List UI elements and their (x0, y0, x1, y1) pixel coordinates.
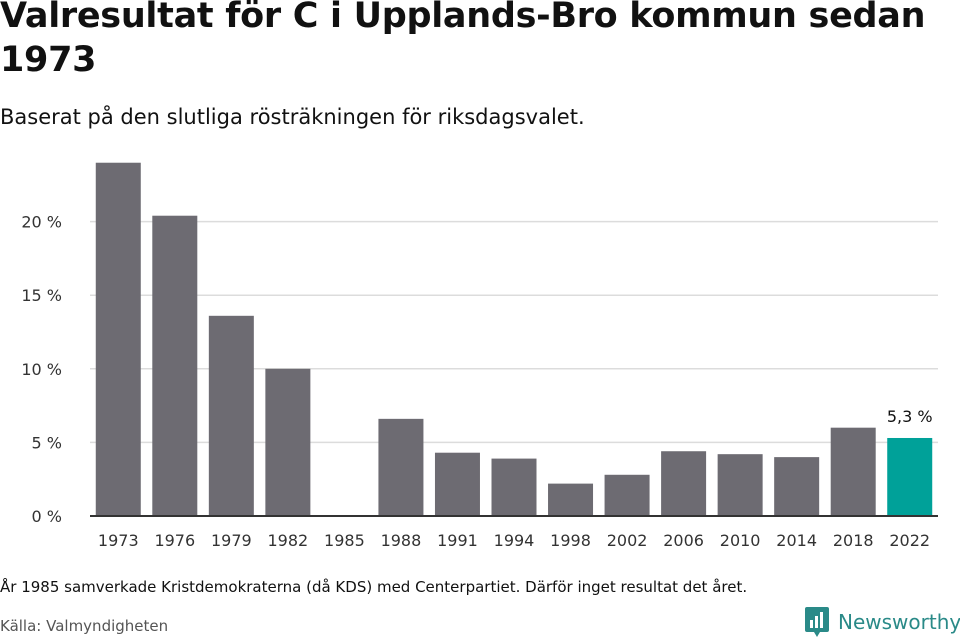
bar (152, 215, 198, 516)
bar (434, 452, 480, 516)
x-tick-label: 1973 (98, 531, 139, 550)
bar-chart: 0 % 5 % 10 % 15 % 20 % 1973 1976 1979 1982 1985 19… (21, 162, 938, 550)
y-tick-label: 20 % (21, 213, 62, 232)
y-tick-label: 0 % (32, 507, 62, 526)
bar (887, 437, 933, 516)
bar (95, 162, 141, 516)
x-tick-label: 1994 (494, 531, 535, 550)
x-tick-label: 2002 (607, 531, 648, 550)
x-tick-label: 1988 (381, 531, 422, 550)
bar (661, 451, 707, 516)
bar (717, 454, 763, 516)
bar (208, 315, 254, 516)
x-tick-label: 1982 (268, 531, 309, 550)
newsworthy-logo: Newsworthy (804, 606, 960, 638)
chart-footnote: År 1985 samverkade Kristdemokraterna (då… (0, 578, 748, 596)
x-tick-label: 2010 (720, 531, 761, 550)
bar (830, 427, 876, 516)
x-tick-label: 2018 (833, 531, 874, 550)
newsworthy-logo-text: Newsworthy (838, 610, 960, 634)
y-tick-label: 5 % (32, 433, 62, 452)
chart-source: Källa: Valmyndigheten (0, 617, 169, 635)
bar (378, 418, 424, 516)
bar (548, 483, 594, 516)
newsworthy-logo-icon (805, 607, 829, 637)
x-tick-label: 1985 (324, 531, 365, 550)
x-tick-label: 2022 (889, 531, 930, 550)
y-tick-label: 10 % (21, 360, 62, 379)
chart-subtitle: Baserat på den slutliga rösträkningen fö… (0, 105, 585, 129)
x-tick-label: 1979 (211, 531, 252, 550)
data-label: 5,3 % (887, 407, 933, 426)
bar (604, 474, 650, 516)
x-tick-label: 1991 (437, 531, 478, 550)
chart-title: Valresultat för C i Upplands-Bro kommun … (0, 0, 926, 80)
x-tick-label: 1976 (154, 531, 195, 550)
y-tick-label: 15 % (21, 286, 62, 305)
bar (774, 457, 820, 516)
x-tick-label: 1998 (550, 531, 591, 550)
x-tick-label: 2014 (776, 531, 817, 550)
x-tick-label: 2006 (663, 531, 704, 550)
bar (491, 458, 537, 516)
bar (265, 368, 311, 516)
